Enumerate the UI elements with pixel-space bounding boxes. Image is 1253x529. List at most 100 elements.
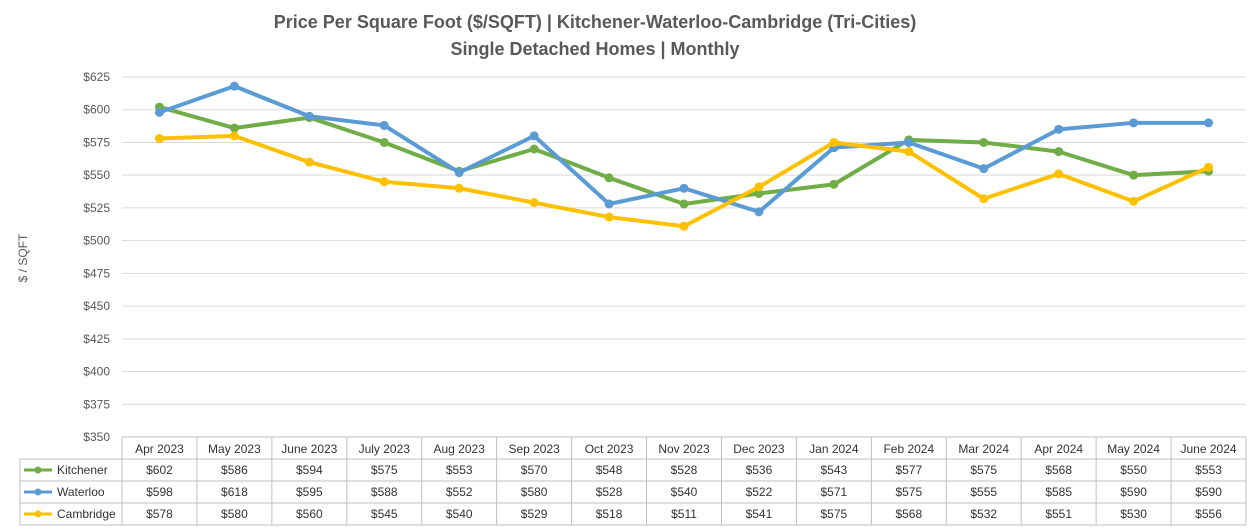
y-tick-label: $450 [83, 299, 110, 313]
table-value: $595 [296, 485, 323, 499]
data-point-kitchener [1054, 147, 1064, 157]
table-value: $529 [521, 507, 548, 521]
table-value: $575 [371, 463, 398, 477]
y-axis-ticks: $350 $375 $400 $425 $450 $475 $500 $525 $550 $575… [83, 70, 110, 444]
table-value: $580 [221, 507, 248, 521]
data-point-cambridge [229, 131, 239, 141]
data-point-kitchener [679, 199, 689, 209]
y-tick-label: $425 [83, 332, 110, 346]
legend-key-marker [34, 488, 42, 496]
table-value: $540 [671, 485, 698, 499]
table-value: $532 [970, 507, 997, 521]
table-value: $528 [671, 463, 698, 477]
table-value: $518 [596, 507, 623, 521]
y-tick-label: $500 [83, 234, 110, 248]
table-value: $590 [1120, 485, 1147, 499]
data-point-waterloo [979, 164, 989, 174]
data-point-cambridge [529, 198, 539, 208]
category-label: Aug 2023 [434, 442, 486, 456]
data-point-kitchener [529, 144, 539, 154]
table-value: $577 [895, 463, 922, 477]
data-point-waterloo [1129, 118, 1139, 128]
table-value: $555 [970, 485, 997, 499]
y-axis-label: $ / SQFT [16, 233, 30, 282]
table-value: $585 [1045, 485, 1072, 499]
legend-key-marker [34, 466, 42, 474]
table-value: $580 [521, 485, 548, 499]
data-point-kitchener [229, 123, 239, 133]
data-point-cambridge [454, 183, 464, 193]
data-table: Apr 2023 May 2023 June 2023 July 2023 Aug 20… [19, 436, 1247, 526]
data-point-cambridge [379, 177, 389, 187]
table-value: $541 [746, 507, 773, 521]
table-value: $575 [895, 485, 922, 499]
chart-title: Price Per Square Foot ($/SQFT) | Kitchen… [274, 12, 916, 32]
table-value: $556 [1195, 507, 1222, 521]
data-point-kitchener [829, 179, 839, 189]
table-value: $570 [521, 463, 548, 477]
y-tick-label: $525 [83, 201, 110, 215]
table-value: $618 [221, 485, 248, 499]
table-value: $543 [821, 463, 848, 477]
y-tick-label: $575 [83, 135, 110, 149]
data-point-kitchener [604, 173, 614, 183]
y-tick-label: $625 [83, 70, 110, 84]
data-point-cambridge [604, 212, 614, 222]
data-point-kitchener [754, 189, 764, 199]
table-value: $553 [1195, 463, 1222, 477]
data-point-kitchener [979, 137, 989, 147]
legend-series-name: Kitchener [57, 463, 108, 477]
category-label: June 2023 [281, 442, 337, 456]
data-point-cambridge [1204, 162, 1214, 172]
y-tick-label: $400 [83, 365, 110, 379]
category-label: Jan 2024 [809, 442, 859, 456]
table-value: $511 [671, 507, 697, 521]
legend-series-name: Cambridge [57, 507, 116, 521]
y-tick-label: $350 [83, 430, 110, 444]
table-value: $530 [1120, 507, 1147, 521]
table-value: $568 [1045, 463, 1072, 477]
table-value: $560 [296, 507, 323, 521]
data-point-cambridge [154, 134, 164, 144]
table-value: $571 [821, 485, 848, 499]
table-value: $568 [895, 507, 922, 521]
table-value: $551 [1045, 507, 1072, 521]
table-value: $602 [146, 463, 173, 477]
category-label: Apr 2023 [135, 442, 184, 456]
y-tick-label: $550 [83, 168, 110, 182]
data-point-cambridge [754, 182, 764, 192]
y-tick-label: $600 [83, 103, 110, 117]
table-value: $594 [296, 463, 323, 477]
data-point-waterloo [229, 81, 239, 91]
data-point-cambridge [679, 221, 689, 231]
table-value: $522 [746, 485, 773, 499]
data-point-cambridge [304, 157, 314, 167]
data-point-cambridge [979, 194, 989, 204]
table-value: $536 [746, 463, 773, 477]
data-point-waterloo [379, 120, 389, 130]
category-label: May 2023 [208, 442, 261, 456]
y-tick-label: $475 [83, 266, 110, 280]
table-value: $578 [146, 507, 173, 521]
category-label: Mar 2024 [958, 442, 1009, 456]
table-value: $598 [146, 485, 173, 499]
table-value: $575 [970, 463, 997, 477]
data-point-waterloo [679, 183, 689, 193]
legend-series-name: Waterloo [57, 485, 105, 499]
table-value: $590 [1195, 485, 1222, 499]
table-value: $552 [446, 485, 473, 499]
category-label: Nov 2023 [658, 442, 710, 456]
table-value: $586 [221, 463, 248, 477]
y-tick-label: $375 [83, 397, 110, 411]
data-point-waterloo [304, 111, 314, 121]
table-value: $545 [371, 507, 398, 521]
table-value: $588 [371, 485, 398, 499]
data-point-waterloo [1054, 124, 1064, 134]
data-point-cambridge [904, 147, 914, 157]
table-value: $528 [596, 485, 623, 499]
data-point-waterloo [454, 168, 464, 178]
data-point-waterloo [904, 137, 914, 147]
data-point-waterloo [604, 199, 614, 209]
legend-key-marker [34, 510, 42, 518]
